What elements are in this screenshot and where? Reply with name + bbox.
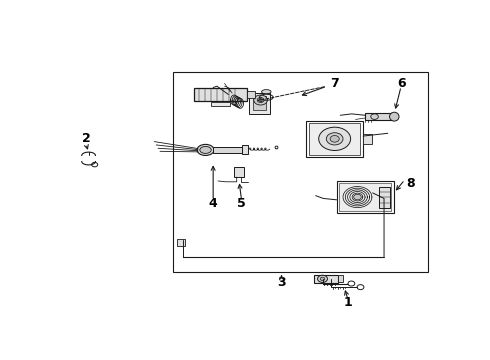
Bar	[379, 186, 390, 208]
Bar	[339, 183, 391, 211]
Text: 6: 6	[397, 77, 405, 90]
Bar	[194, 89, 247, 100]
Bar	[213, 147, 242, 153]
Text: 4: 4	[209, 198, 218, 211]
Bar	[339, 275, 343, 282]
Bar	[247, 91, 255, 98]
Circle shape	[320, 277, 325, 280]
Text: 2: 2	[81, 132, 90, 145]
Circle shape	[318, 275, 327, 283]
Bar	[337, 181, 393, 213]
Text: 7: 7	[330, 77, 339, 90]
Text: 5: 5	[237, 198, 246, 211]
Bar	[314, 275, 339, 283]
Bar	[234, 167, 245, 177]
Bar	[363, 134, 371, 144]
Bar	[173, 72, 428, 272]
Bar	[365, 113, 392, 120]
Circle shape	[326, 133, 343, 145]
Ellipse shape	[371, 114, 378, 120]
Text: 3: 3	[277, 276, 286, 289]
Circle shape	[254, 95, 268, 105]
Bar	[306, 121, 363, 157]
Text: 8: 8	[406, 177, 415, 190]
Circle shape	[257, 98, 264, 103]
Ellipse shape	[200, 147, 211, 153]
Bar	[253, 96, 267, 110]
Bar	[242, 145, 248, 154]
Bar	[211, 102, 230, 106]
Circle shape	[354, 194, 361, 200]
Bar	[309, 123, 361, 155]
Ellipse shape	[390, 112, 399, 121]
Ellipse shape	[262, 90, 271, 94]
Circle shape	[318, 127, 351, 150]
Text: 1: 1	[343, 296, 352, 310]
Ellipse shape	[197, 144, 214, 156]
Circle shape	[330, 135, 339, 142]
Bar	[177, 239, 185, 246]
Bar	[249, 93, 270, 114]
